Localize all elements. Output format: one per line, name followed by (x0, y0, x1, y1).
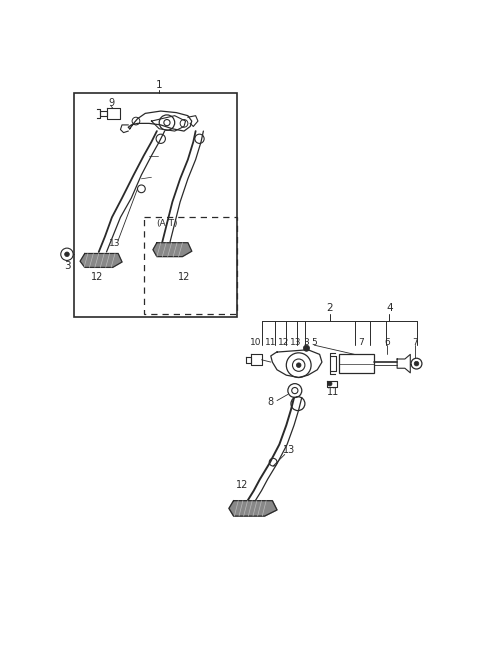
Text: 3: 3 (303, 338, 309, 346)
Text: 12: 12 (277, 338, 289, 346)
Circle shape (303, 345, 310, 352)
Text: (A/T): (A/T) (156, 219, 178, 228)
Circle shape (414, 361, 419, 366)
Text: 9: 9 (108, 98, 114, 108)
Polygon shape (229, 501, 277, 516)
Text: 10: 10 (251, 338, 262, 346)
Circle shape (65, 252, 69, 256)
Text: 12: 12 (236, 480, 248, 490)
Text: 2: 2 (326, 303, 333, 313)
Text: 8: 8 (267, 397, 273, 407)
Text: 12: 12 (178, 272, 190, 282)
Text: 1: 1 (156, 80, 163, 90)
Text: 4: 4 (386, 303, 393, 313)
Text: 7: 7 (412, 338, 418, 346)
Text: 11: 11 (327, 387, 339, 397)
Polygon shape (153, 243, 192, 256)
Polygon shape (80, 253, 122, 268)
Text: 13: 13 (108, 239, 120, 248)
Circle shape (327, 381, 332, 386)
Text: 12: 12 (91, 272, 103, 282)
Text: 5: 5 (312, 338, 317, 346)
Bar (339, 354, 374, 373)
Text: 7: 7 (358, 338, 363, 346)
Text: 3: 3 (64, 261, 70, 271)
Text: 13: 13 (283, 445, 296, 455)
Text: 11: 11 (265, 338, 276, 346)
Text: 6: 6 (384, 338, 390, 346)
Bar (144, 217, 237, 314)
Circle shape (296, 363, 301, 367)
Text: 13: 13 (290, 338, 301, 346)
Bar (74, 92, 237, 318)
